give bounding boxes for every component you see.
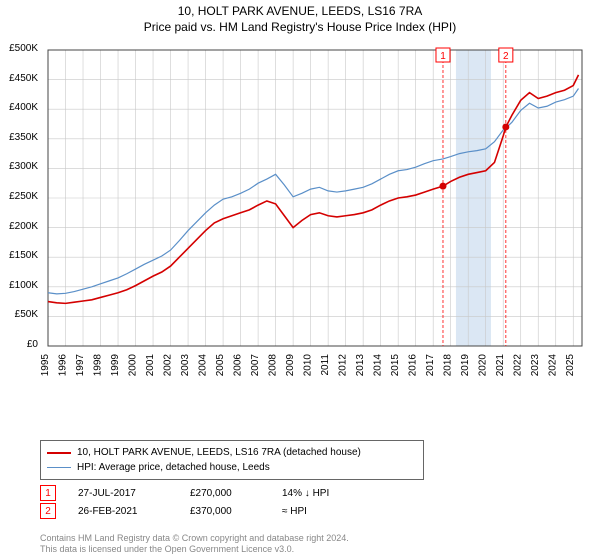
- svg-text:2001: 2001: [145, 354, 156, 377]
- svg-text:2025: 2025: [565, 354, 576, 377]
- svg-text:2019: 2019: [460, 354, 471, 377]
- svg-text:1996: 1996: [58, 354, 69, 377]
- page-title: 10, HOLT PARK AVENUE, LEEDS, LS16 7RA: [0, 4, 600, 18]
- trade-price: £370,000: [190, 506, 260, 517]
- svg-text:2008: 2008: [268, 354, 279, 377]
- trade-row: 2 26-FEB-2021 £370,000 ≈ HPI: [40, 502, 588, 520]
- svg-text:1998: 1998: [93, 354, 104, 377]
- svg-text:2010: 2010: [303, 354, 314, 377]
- svg-text:2022: 2022: [513, 354, 524, 377]
- svg-text:2012: 2012: [338, 354, 349, 377]
- svg-text:1995: 1995: [40, 354, 51, 377]
- svg-text:2002: 2002: [163, 354, 174, 377]
- trade-badge: 1: [40, 485, 56, 501]
- y-tick-label: £500K: [0, 43, 38, 54]
- svg-text:2013: 2013: [355, 354, 366, 377]
- svg-text:2006: 2006: [233, 354, 244, 377]
- y-tick-label: £300K: [0, 161, 38, 172]
- svg-text:2018: 2018: [443, 354, 454, 377]
- svg-text:2023: 2023: [530, 354, 541, 377]
- legend-label-hpi: HPI: Average price, detached house, Leed…: [77, 460, 270, 475]
- y-tick-label: £450K: [0, 73, 38, 84]
- trade-diff: 14% ↓ HPI: [282, 488, 362, 499]
- y-tick-label: £50K: [0, 309, 38, 320]
- trade-diff: ≈ HPI: [282, 506, 362, 517]
- y-tick-label: £400K: [0, 102, 38, 113]
- svg-text:2007: 2007: [250, 354, 261, 377]
- y-tick-label: £200K: [0, 221, 38, 232]
- svg-text:1999: 1999: [110, 354, 121, 377]
- svg-text:2000: 2000: [128, 354, 139, 377]
- svg-text:2017: 2017: [425, 354, 436, 377]
- svg-text:2004: 2004: [198, 354, 209, 377]
- y-tick-label: £0: [0, 339, 38, 350]
- legend: 10, HOLT PARK AVENUE, LEEDS, LS16 7RA (d…: [40, 440, 424, 480]
- credit-text: Contains HM Land Registry data © Crown c…: [40, 533, 588, 556]
- trade-date: 26-FEB-2021: [78, 506, 168, 517]
- y-tick-label: £100K: [0, 280, 38, 291]
- svg-text:2021: 2021: [495, 354, 506, 377]
- trade-row: 1 27-JUL-2017 £270,000 14% ↓ HPI: [40, 484, 588, 502]
- svg-text:2016: 2016: [408, 354, 419, 377]
- price-chart: 1 2 1995 1996 1997 1998 1999 2000 2001 2002 2003 20…: [40, 46, 588, 398]
- legend-swatch-hpi: [47, 467, 71, 468]
- svg-text:2: 2: [503, 51, 509, 62]
- svg-text:2024: 2024: [548, 354, 559, 377]
- svg-text:1997: 1997: [75, 354, 86, 377]
- page-subtitle: Price paid vs. HM Land Registry's House …: [0, 20, 600, 34]
- legend-swatch-property: [47, 452, 71, 454]
- svg-text:2011: 2011: [320, 354, 331, 376]
- trade-date: 27-JUL-2017: [78, 488, 168, 499]
- y-tick-label: £150K: [0, 250, 38, 261]
- svg-text:2003: 2003: [180, 354, 191, 377]
- svg-text:2015: 2015: [390, 354, 401, 377]
- svg-text:2009: 2009: [285, 354, 296, 377]
- svg-text:2014: 2014: [373, 354, 384, 377]
- legend-label-property: 10, HOLT PARK AVENUE, LEEDS, LS16 7RA (d…: [77, 445, 361, 460]
- svg-text:2020: 2020: [478, 354, 489, 377]
- svg-text:2005: 2005: [215, 354, 226, 377]
- y-tick-label: £250K: [0, 191, 38, 202]
- y-tick-label: £350K: [0, 132, 38, 143]
- svg-text:1: 1: [440, 51, 446, 62]
- trades-table: 1 27-JUL-2017 £270,000 14% ↓ HPI 2 26-FE…: [40, 484, 588, 520]
- trade-badge: 2: [40, 503, 56, 519]
- trade-price: £270,000: [190, 488, 260, 499]
